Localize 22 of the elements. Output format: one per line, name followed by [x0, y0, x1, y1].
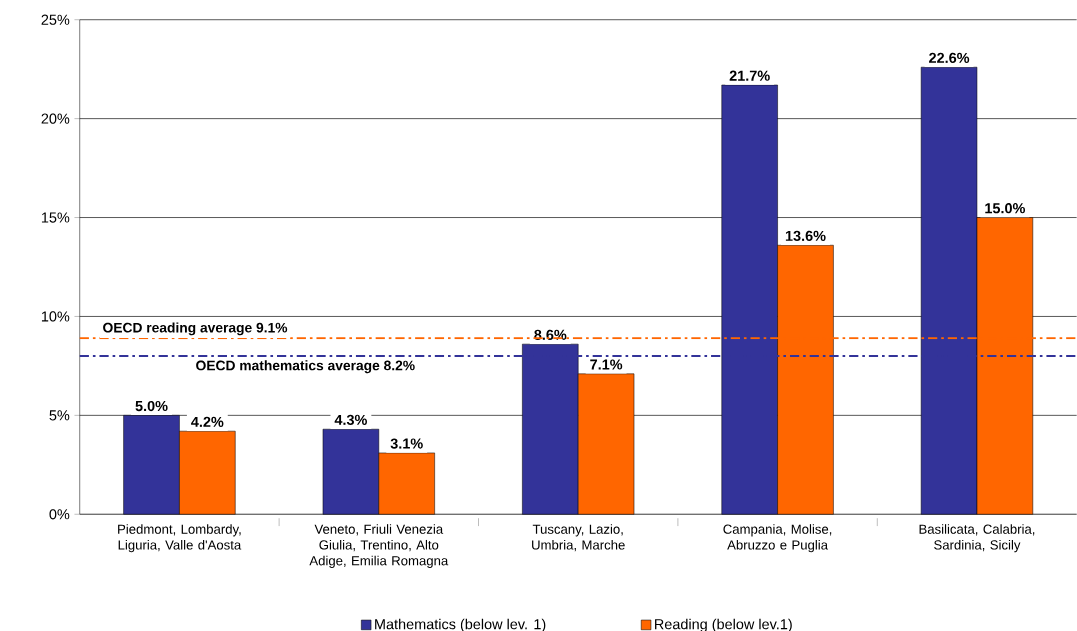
- y-tick-label: 0%: [49, 508, 70, 520]
- y-tick-label: 5%: [49, 410, 70, 421]
- data-label: 3.1%: [390, 438, 423, 449]
- data-label: 22.6%: [929, 52, 970, 63]
- data-label: 15.0%: [985, 202, 1026, 214]
- y-tick-label: 15%: [41, 212, 70, 223]
- y-tick-label: 20%: [41, 113, 70, 124]
- data-label: 21.7%: [729, 70, 770, 81]
- y-tick-label: 25%: [41, 14, 70, 25]
- data-label: 7.1%: [590, 359, 623, 370]
- data-label: 4.2%: [191, 416, 224, 427]
- x-tick-label: Tuscany, Lazio, Umbria, Marche: [532, 524, 625, 552]
- data-label: 4.3%: [334, 414, 367, 425]
- x-tick-label: Piedmont, Lombardy, Liguria, Valle d'Aosta: [118, 524, 242, 553]
- ref-line-label: OECD reading average 9.1%: [103, 322, 288, 336]
- y-tick-label: 10%: [41, 311, 70, 322]
- x-tick-label: Campania, Molise, Abruzzo e Puglia: [723, 524, 832, 553]
- data-label: 5.0%: [135, 400, 168, 411]
- x-tick-label: Basilicata, Calabria, Sardinia, Sicily: [919, 524, 1035, 553]
- ref-line-label: OECD mathematics average 8.2%: [196, 360, 415, 373]
- x-tick-label: Veneto, Friuli Venezia Giulia, Trentino, Alto Adige, Emilia Romagna: [309, 524, 449, 568]
- data-label: 13.6%: [785, 230, 826, 241]
